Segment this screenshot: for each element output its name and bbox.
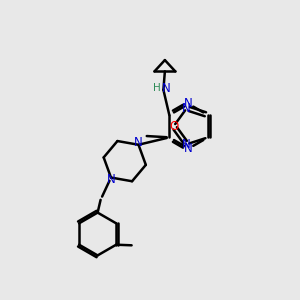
Text: O: O bbox=[169, 120, 178, 133]
Text: N: N bbox=[182, 138, 191, 151]
Text: N: N bbox=[162, 82, 171, 95]
Text: N: N bbox=[134, 136, 143, 149]
Text: H: H bbox=[153, 83, 161, 93]
Text: N: N bbox=[106, 173, 116, 186]
Text: N: N bbox=[182, 102, 191, 115]
Text: N: N bbox=[184, 98, 193, 110]
Text: N: N bbox=[184, 142, 193, 155]
